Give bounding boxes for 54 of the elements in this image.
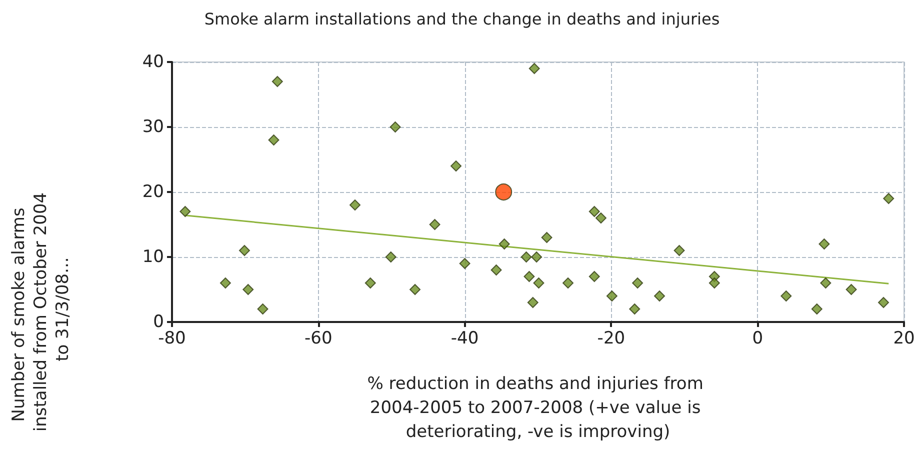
point <box>524 271 535 282</box>
point <box>238 245 250 256</box>
point <box>708 278 720 288</box>
x-tick-label: -60 <box>304 328 332 348</box>
point <box>527 297 538 308</box>
x-tick-label: 0 <box>752 328 764 348</box>
chart-title: Smoke alarm installations and the change in deaths and injuries <box>204 10 720 28</box>
point <box>490 264 502 276</box>
point <box>528 63 540 74</box>
point <box>883 193 894 204</box>
x-tick-label: -40 <box>450 328 479 348</box>
point <box>674 245 685 256</box>
point <box>820 278 832 288</box>
point <box>220 278 231 288</box>
x-tick-label: 20 <box>893 328 915 348</box>
y-tick-label: 30 <box>142 117 164 137</box>
point <box>180 206 191 217</box>
point <box>459 258 470 269</box>
point <box>818 238 830 250</box>
y-axis-title: Number of smoke alarms installed from October 2004 to 31/3/08... <box>9 192 73 432</box>
point <box>385 252 396 262</box>
point <box>541 232 552 243</box>
y-tick-label: 40 <box>142 52 164 72</box>
point <box>878 297 890 308</box>
point <box>533 278 544 288</box>
point <box>632 278 644 288</box>
point <box>429 219 440 230</box>
point <box>588 271 600 282</box>
point <box>242 284 254 295</box>
x-tick-label: -20 <box>597 328 626 348</box>
point <box>450 160 462 172</box>
point <box>498 238 510 250</box>
point <box>520 252 532 262</box>
point <box>846 284 857 295</box>
point <box>780 290 792 302</box>
point <box>268 134 280 146</box>
point <box>629 304 640 314</box>
point <box>495 184 512 200</box>
point <box>390 122 401 132</box>
point <box>562 278 574 288</box>
point <box>350 200 360 210</box>
point <box>410 284 421 295</box>
point <box>272 76 283 87</box>
x-axis-title: % reduction in deaths and injuries from 2004-2005 to 2007-2008 (+ve value is deteriorating, -ve is improving) <box>367 374 709 442</box>
point <box>531 252 542 262</box>
point <box>257 304 268 314</box>
point <box>588 206 600 217</box>
point <box>606 290 618 302</box>
y-tick-label: 20 <box>142 182 164 202</box>
point <box>595 212 606 224</box>
point <box>811 304 822 314</box>
y-tick-label: 10 <box>142 247 164 267</box>
point <box>654 290 666 302</box>
point <box>364 278 376 288</box>
